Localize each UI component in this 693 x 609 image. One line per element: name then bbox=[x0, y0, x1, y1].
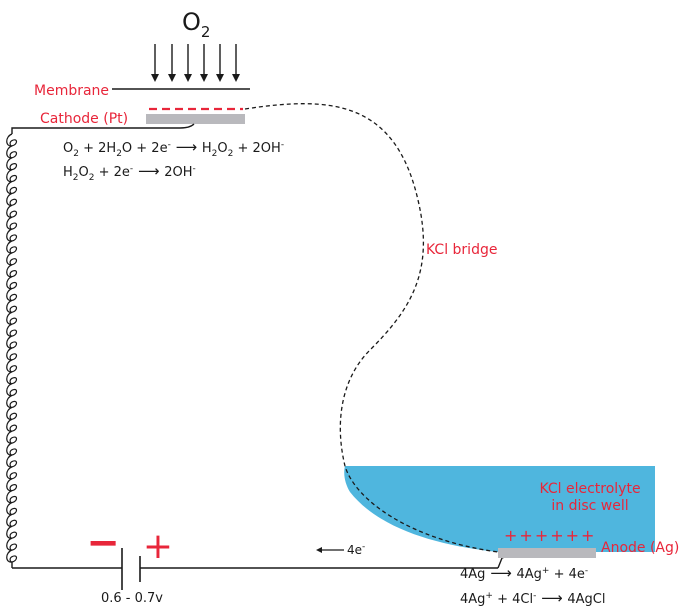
kcl-bridge-curve bbox=[244, 103, 499, 553]
cathode-reaction-1: O2 + 2H2O + 2e- ⟶ H2O2 + 2OH- bbox=[63, 138, 284, 159]
kcl-electrolyte-well bbox=[344, 466, 655, 552]
cathode-electrode bbox=[146, 114, 245, 124]
anode-positive-charges: ++++++ bbox=[504, 526, 596, 545]
anode-reaction-2: 4Ag+ + 4Cl- ⟶ 4AgCl bbox=[460, 589, 606, 607]
oxygen-diffusion-arrows bbox=[151, 44, 240, 82]
anode-label: Anode (Ag) bbox=[601, 540, 679, 556]
membrane-label: Membrane bbox=[34, 83, 109, 99]
electrolyte-label-line1: KCl electrolyte bbox=[539, 481, 640, 497]
anode-reactions: 4Ag ⟶ 4Ag+ + 4e- 4Ag+ + 4Cl- ⟶ 4AgCl bbox=[460, 564, 606, 607]
oxygen-label: O2 bbox=[182, 8, 210, 41]
electrolyte-label-line2: in disc well bbox=[551, 498, 628, 514]
svg-text:4e-: 4e- bbox=[347, 542, 365, 557]
kcl-bridge-label: KCl bridge bbox=[426, 242, 497, 258]
cathode-label: Cathode (Pt) bbox=[40, 111, 128, 127]
electron-flow: 4e- bbox=[316, 542, 365, 557]
coiled-wire bbox=[6, 133, 18, 563]
anode-reaction-1: 4Ag ⟶ 4Ag+ + 4e- bbox=[460, 564, 588, 582]
cathode-wire bbox=[11, 123, 195, 134]
voltage-label: 0.6 - 0.7v bbox=[101, 591, 163, 606]
battery-positive-sign: + bbox=[143, 526, 173, 567]
battery-negative-sign: − bbox=[86, 520, 120, 566]
cathode-reaction-2: H2O2 + 2e- ⟶ 2OH- bbox=[63, 162, 196, 183]
anode-electrode bbox=[498, 548, 596, 558]
cathode-reactions: O2 + 2H2O + 2e- ⟶ H2O2 + 2OH- H2O2 + 2e- … bbox=[63, 138, 284, 183]
